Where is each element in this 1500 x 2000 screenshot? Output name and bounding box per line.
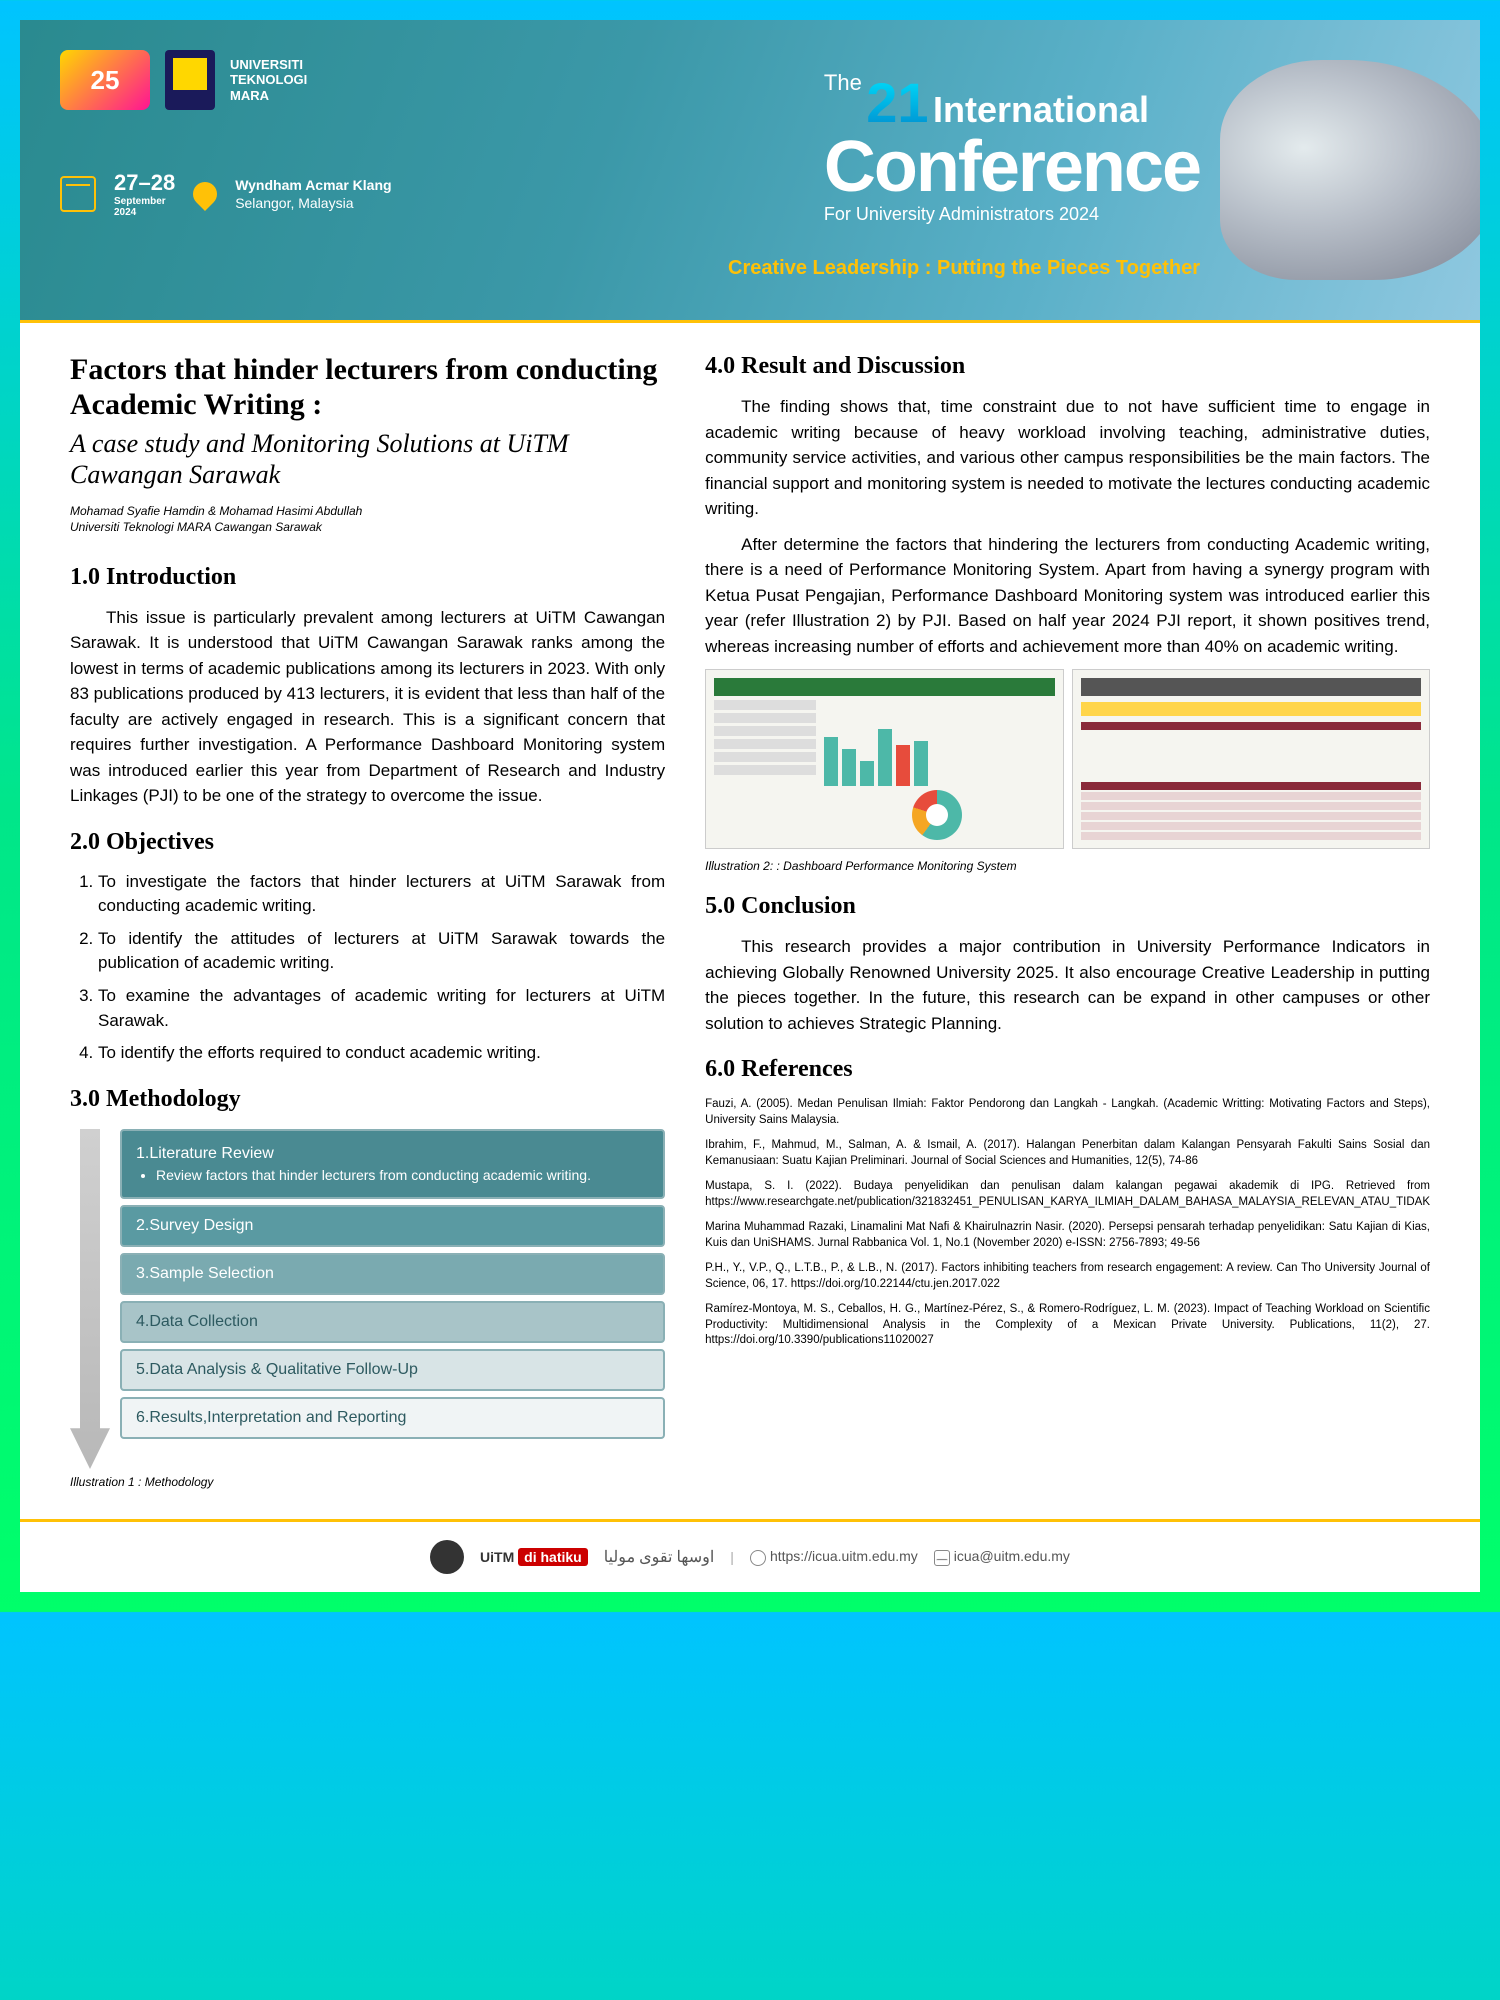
section-results-heading: 4.0 Result and Discussion <box>705 353 1430 380</box>
ar-logo-icon <box>430 1540 464 1574</box>
step-label: 1.Literature Review <box>136 1145 649 1163</box>
calendar-icon <box>60 176 96 212</box>
conference-title-block: The 21 International Conference For Univ… <box>824 70 1200 225</box>
method-step-1: 1.Literature Review Review factors that … <box>120 1129 665 1199</box>
separator: | <box>730 1549 734 1565</box>
uitm-name: UNIVERSITI TEKNOLOGI MARA <box>230 57 307 104</box>
reference-item: Fauzi, A. (2005). Medan Penulisan Ilmiah… <box>705 1097 1430 1128</box>
conference-word: Conference <box>824 135 1200 200</box>
author-names: Mohamad Syafie Hamdin & Mohamad Hasimi A… <box>70 504 665 520</box>
method-step-2: 2.Survey Design <box>120 1205 665 1247</box>
uitm-text: UiTM <box>480 1549 514 1565</box>
methodology-diagram: 1.Literature Review Review factors that … <box>70 1129 665 1469</box>
method-step-6: 6.Results,Interpretation and Reporting <box>120 1397 665 1439</box>
reference-item: Marina Muhammad Razaki, Linamalini Mat N… <box>705 1220 1430 1251</box>
reference-item: Ramírez-Montoya, M. S., Ceballos, H. G.,… <box>705 1302 1430 1349</box>
right-column: 4.0 Result and Discussion The finding sh… <box>705 353 1430 1489</box>
references-list: Fauzi, A. (2005). Medan Penulisan Ilmiah… <box>705 1097 1430 1349</box>
intro-paragraph: This issue is particularly prevalent amo… <box>70 605 665 809</box>
section-methodology-heading: 3.0 Methodology <box>70 1086 665 1113</box>
footer-email: icua@uitm.edu.my <box>934 1548 1070 1565</box>
header-banner: 25 UNIVERSITI TEKNOLOGI MARA 27–28 Septe… <box>20 20 1480 320</box>
method-step-4: 4.Data Collection <box>120 1301 665 1343</box>
dash-bar-chart <box>820 700 1054 790</box>
dash-donut-chart <box>912 790 962 840</box>
dashboard-left-panel <box>705 669 1063 849</box>
dash-sidebar <box>714 700 816 840</box>
objective-item: To investigate the factors that hinder l… <box>98 870 665 919</box>
globe-icon <box>750 1550 766 1566</box>
dashboard-right-panel <box>1072 669 1430 849</box>
section-intro-heading: 1.0 Introduction <box>70 564 665 591</box>
international-label: International <box>933 89 1149 130</box>
dash-yellow-bar <box>1081 702 1421 716</box>
arabic-script: اوسها تقوى موليا <box>604 1547 715 1567</box>
dash-table <box>1081 722 1421 840</box>
methodology-steps: 1.Literature Review Review factors that … <box>120 1129 665 1469</box>
conclusion-paragraph: This research provides a major contribut… <box>705 934 1430 1036</box>
poster-page: 25 UNIVERSITI TEKNOLOGI MARA 27–28 Septe… <box>20 20 1480 1592</box>
venue-text: Wyndham Acmar Klang Selangor, Malaysia <box>235 176 391 212</box>
robot-hand-graphic <box>1220 60 1480 280</box>
conf-number: 21 <box>866 70 928 135</box>
down-arrow-icon <box>70 1129 110 1469</box>
logo-uitm-crest <box>165 50 215 110</box>
reference-item: P.H., Y., V.P., Q., L.T.B., P., & L.B., … <box>705 1261 1430 1292</box>
method-step-5: 5.Data Analysis & Qualitative Follow-Up <box>120 1349 665 1391</box>
date-text: 27–28 September 2024 <box>114 170 175 218</box>
venue-location: Selangor, Malaysia <box>235 195 353 211</box>
paper-title: Factors that hinder lecturers from condu… <box>70 353 665 422</box>
email-text: icua@uitm.edu.my <box>954 1548 1070 1564</box>
reference-item: Ibrahim, F., Mahmud, M., Salman, A. & Is… <box>705 1138 1430 1169</box>
the-prefix: The <box>824 70 862 95</box>
authors-block: Mohamad Syafie Hamdin & Mohamad Hasimi A… <box>70 504 665 535</box>
footer-url: https://icua.uitm.edu.my <box>750 1548 918 1565</box>
dates: 27–28 <box>114 170 175 196</box>
left-column: Factors that hinder lecturers from condu… <box>70 353 665 1489</box>
venue-name: Wyndham Acmar Klang <box>235 177 391 193</box>
tagline: Creative Leadership : Putting the Pieces… <box>728 257 1200 280</box>
method-step-3: 3.Sample Selection <box>120 1253 665 1295</box>
objective-item: To identify the attitudes of lecturers a… <box>98 927 665 976</box>
dashboard-screenshot <box>705 669 1430 849</box>
objective-item: To identify the efforts required to cond… <box>98 1041 665 1066</box>
logo-25years: 25 <box>60 50 150 110</box>
section-objectives-heading: 2.0 Objectives <box>70 829 665 856</box>
dash-header-bar <box>1081 678 1421 696</box>
mail-icon <box>934 1550 950 1566</box>
paper-subtitle: A case study and Monitoring Solutions at… <box>70 428 665 490</box>
content-columns: Factors that hinder lecturers from condu… <box>20 323 1480 1519</box>
map-pin-icon <box>188 177 222 211</box>
section-references-heading: 6.0 References <box>705 1056 1430 1083</box>
author-affiliation: Universiti Teknologi MARA Cawangan Saraw… <box>70 520 665 536</box>
reference-item: Mustapa, S. I. (2022). Budaya penyelidik… <box>705 1179 1430 1210</box>
section-conclusion-heading: 5.0 Conclusion <box>705 893 1430 920</box>
illustration-2-caption: Illustration 2: : Dashboard Performance … <box>705 859 1430 873</box>
dihatiku-badge: di hatiku <box>518 1548 588 1566</box>
month-year: September 2024 <box>114 196 175 218</box>
url-text: https://icua.uitm.edu.my <box>770 1548 918 1564</box>
objective-item: To examine the advantages of academic wr… <box>98 984 665 1033</box>
objectives-list: To investigate the factors that hinder l… <box>70 870 665 1066</box>
footer-bar: UiTM di hatiku اوسها تقوى موليا | https:… <box>20 1519 1480 1592</box>
uitm-dihatiku-logo: UiTM di hatiku <box>480 1549 588 1565</box>
results-paragraph-2: After determine the factors that hinderi… <box>705 532 1430 660</box>
illustration-1-caption: Illustration 1 : Methodology <box>70 1475 665 1489</box>
dash-header-bar <box>714 678 1054 696</box>
results-paragraph-1: The finding shows that, time constraint … <box>705 394 1430 522</box>
step-bullet: Review factors that hinder lecturers fro… <box>156 1167 649 1183</box>
